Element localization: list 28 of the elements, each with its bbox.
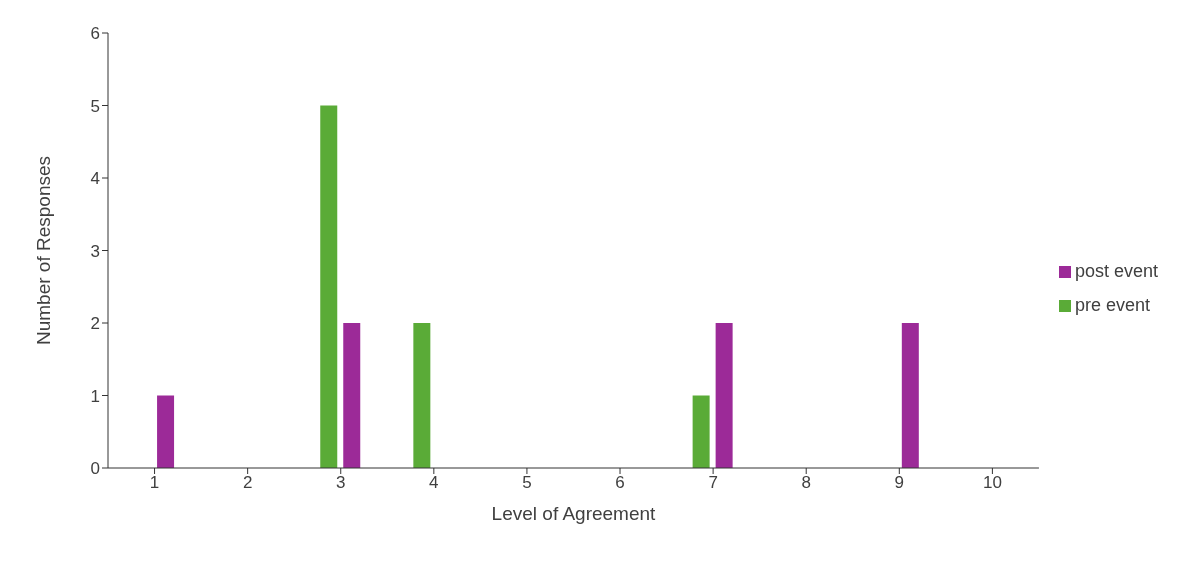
y-tick-label: 4 — [90, 169, 100, 189]
x-tick-label: 5 — [522, 473, 532, 493]
x-tick-label: 10 — [982, 473, 1002, 493]
legend-label: pre event — [1074, 295, 1150, 315]
bar — [715, 323, 733, 468]
legend-label: post event — [1074, 261, 1158, 281]
y-tick-label: 6 — [90, 24, 100, 44]
y-tick-label: 1 — [90, 386, 100, 406]
y-axis-title: Number of Responses — [32, 155, 54, 346]
y-tick-label: 0 — [90, 459, 100, 479]
x-tick-label: 3 — [336, 473, 346, 493]
bar — [320, 105, 338, 468]
y-tick-label: 3 — [90, 241, 100, 261]
bar — [413, 323, 431, 468]
x-axis-title: Level of Agreement — [491, 503, 657, 524]
bar — [343, 323, 361, 468]
bar — [692, 395, 710, 468]
bar — [157, 395, 175, 468]
y-tick-label: 2 — [90, 314, 100, 334]
x-tick-label: 7 — [708, 473, 718, 493]
x-tick-label: 2 — [242, 473, 253, 493]
x-tick-label: 1 — [149, 473, 160, 493]
y-tick-label: 5 — [90, 96, 100, 116]
bar — [901, 323, 919, 468]
x-tick-label: 9 — [894, 473, 905, 493]
x-tick-label: 6 — [615, 473, 625, 493]
x-tick-label: 4 — [429, 473, 439, 493]
x-tick-label: 8 — [801, 473, 811, 493]
